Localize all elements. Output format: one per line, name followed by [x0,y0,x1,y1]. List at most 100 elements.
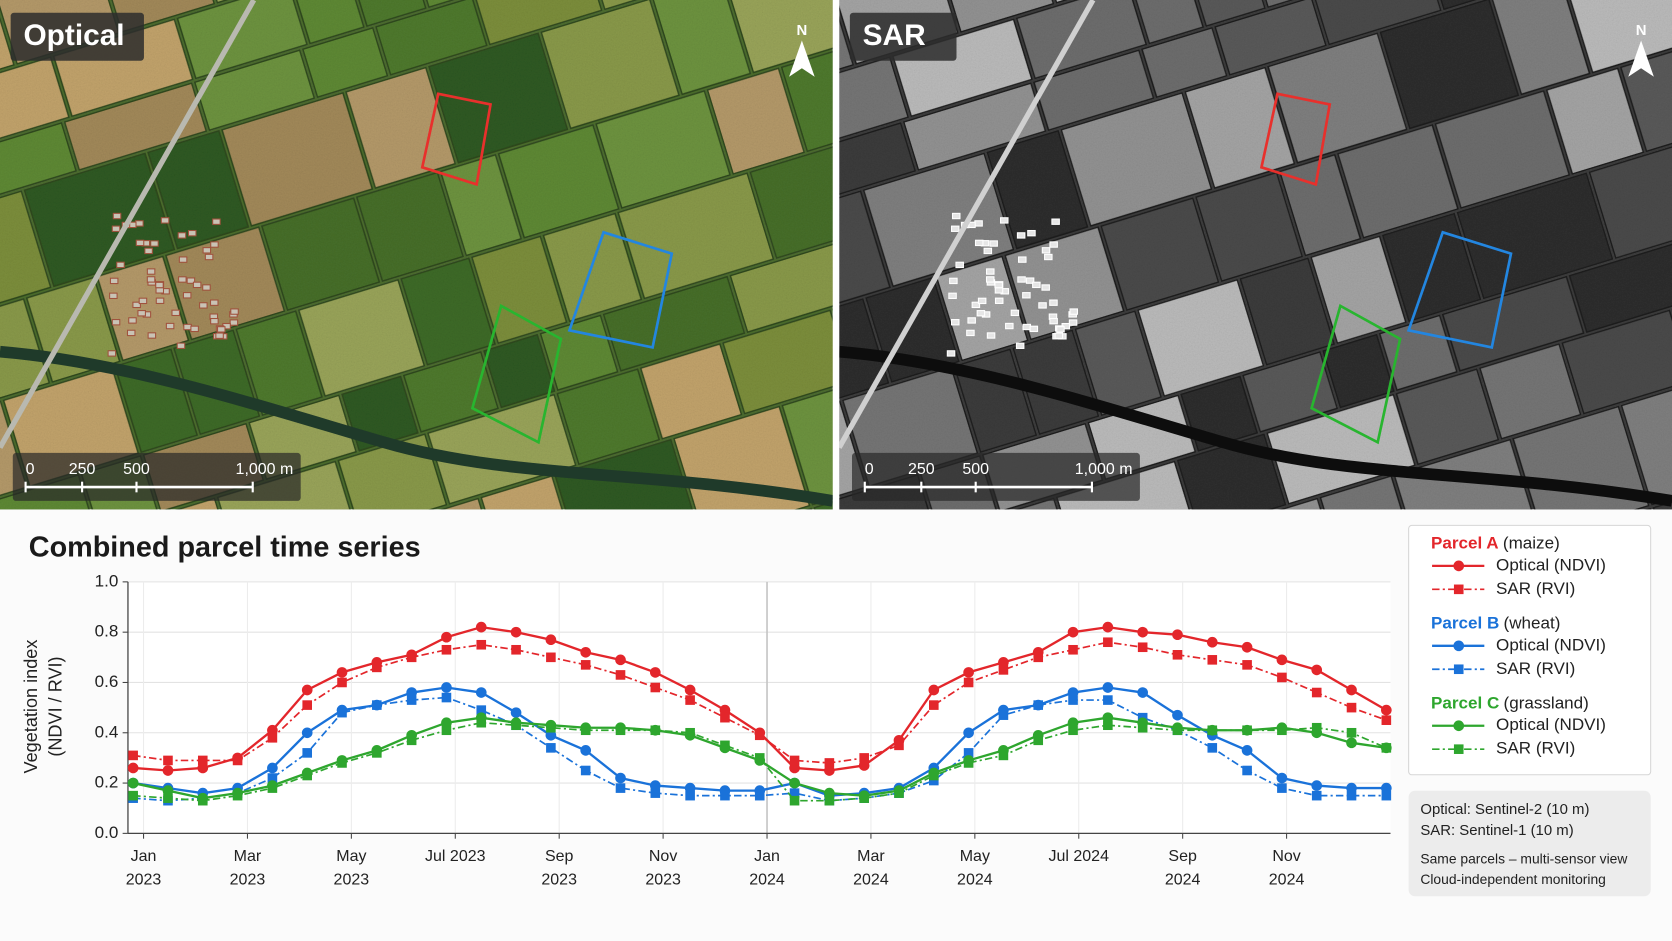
field [176,0,309,80]
marker [754,730,765,741]
marker [1276,654,1288,666]
marker [1346,737,1357,749]
building [147,332,157,339]
field [0,400,28,510]
marker [476,639,487,650]
legend-marker [1453,744,1464,754]
building [177,232,187,239]
field [1248,497,1349,510]
marker [685,695,695,705]
marker [963,748,974,758]
marker [302,770,313,781]
marker [1033,735,1044,746]
building [178,256,188,263]
note: Optical: Sentinel-2 (10 m) [1420,801,1589,818]
building [192,281,202,289]
legend-group-name: Parcel A [1431,533,1499,552]
marker [1102,621,1114,633]
field [23,152,176,288]
x-tick-label: Jul 2024 [1048,847,1109,866]
x-tick-label: Jan 2023 [125,847,162,889]
field [1100,197,1220,312]
marker [824,787,835,799]
marker [1103,720,1113,731]
marker [232,790,243,801]
marker [894,740,904,751]
building [229,319,239,326]
marker [546,743,556,753]
building [150,240,159,247]
marker [789,755,800,766]
field [409,497,510,510]
field [1060,91,1213,227]
legend-group: Parcel A (maize) [1431,533,1560,552]
field [839,121,917,210]
marker [1172,725,1183,736]
building [112,212,122,220]
building [971,301,981,309]
road [0,0,257,449]
field [595,89,732,210]
marker [789,795,800,806]
marker [127,777,139,789]
marker [1206,636,1218,648]
marker [650,788,661,798]
field [480,474,584,510]
building [994,297,1004,304]
field [1074,310,1163,417]
marker [267,733,278,743]
marker [1346,727,1357,738]
x-tick-label: Sep 2023 [541,847,577,889]
panel-label: Optical [23,19,124,52]
x-tick-label: Nov 2023 [645,847,681,889]
marker [720,790,730,801]
building [1041,284,1050,291]
marker [998,665,1009,675]
field [617,172,775,300]
legend-group-note: (maize) [1503,533,1560,552]
building [210,241,219,248]
y-tick-label: 0.8 [95,622,119,641]
field [63,82,208,172]
marker [1172,629,1183,641]
marker [336,667,348,678]
building [135,220,144,227]
building [986,332,996,339]
field [13,795,126,914]
marker [127,762,139,774]
building [1069,308,1078,315]
marker [1346,790,1357,801]
field [497,123,620,239]
field [839,0,855,93]
field [235,310,323,417]
marker [546,722,556,733]
marker [1102,682,1114,693]
building [966,329,975,337]
building [144,247,153,255]
field [1568,240,1672,334]
building [950,225,960,232]
note: Cloud-independent monitoring [1420,871,1606,887]
marker [1068,695,1078,705]
field [1561,309,1672,415]
field [986,129,1089,250]
marker [720,740,730,751]
marker [1381,743,1392,753]
marker [685,790,695,801]
building [1015,342,1025,349]
marker [1172,650,1183,660]
y-tick-label: 0.2 [95,773,119,792]
marker [1346,702,1357,713]
river [0,345,833,507]
building [1032,281,1041,289]
marker [301,684,313,696]
building [230,308,239,315]
panel-label: SAR [863,19,926,52]
legend-label: Optical (NDVI) [1496,635,1606,654]
field [1588,139,1672,260]
field [1562,0,1672,74]
scale-label: 1,000 m [1075,461,1133,478]
legend-group-note: (wheat) [1504,613,1561,632]
marker [267,724,278,736]
scale-label: 500 [962,461,989,478]
